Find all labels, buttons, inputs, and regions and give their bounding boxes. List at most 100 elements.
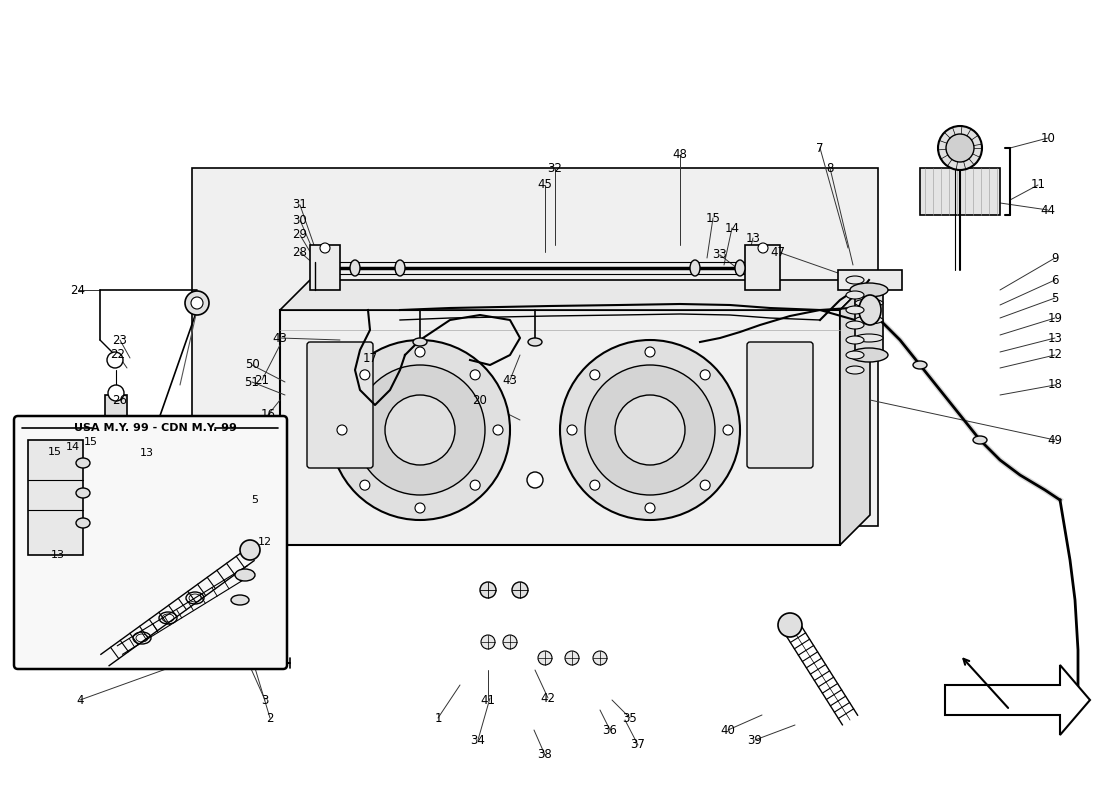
- Circle shape: [585, 365, 715, 495]
- Bar: [104, 455, 126, 485]
- Ellipse shape: [231, 595, 249, 605]
- Text: 15: 15: [705, 211, 720, 225]
- FancyBboxPatch shape: [14, 416, 287, 669]
- Circle shape: [107, 352, 123, 368]
- Circle shape: [615, 395, 685, 465]
- Text: 28: 28: [293, 246, 307, 258]
- Text: 41: 41: [481, 694, 495, 706]
- Text: 51: 51: [244, 375, 260, 389]
- Ellipse shape: [846, 351, 864, 359]
- Text: 34: 34: [471, 734, 485, 746]
- Circle shape: [108, 445, 124, 461]
- Text: eurospartes: eurospartes: [296, 216, 484, 244]
- Text: 32: 32: [548, 162, 562, 174]
- Polygon shape: [838, 270, 902, 290]
- Ellipse shape: [974, 436, 987, 444]
- Text: 48: 48: [672, 149, 688, 162]
- Text: 12: 12: [257, 537, 272, 547]
- Text: 39: 39: [748, 734, 762, 746]
- Text: 20: 20: [473, 394, 487, 406]
- Text: 27: 27: [60, 438, 76, 451]
- Circle shape: [207, 617, 223, 633]
- Text: 29: 29: [293, 229, 308, 242]
- Text: 13: 13: [140, 448, 154, 458]
- Circle shape: [645, 347, 654, 357]
- Ellipse shape: [913, 361, 927, 369]
- Text: 19: 19: [1047, 311, 1063, 325]
- Text: 35: 35: [623, 711, 637, 725]
- Text: 46: 46: [263, 434, 277, 446]
- Circle shape: [470, 480, 481, 490]
- Ellipse shape: [395, 260, 405, 276]
- Circle shape: [512, 582, 528, 598]
- Circle shape: [566, 425, 578, 435]
- Circle shape: [330, 340, 510, 520]
- Text: 26: 26: [112, 394, 128, 406]
- Circle shape: [758, 243, 768, 253]
- Text: 7: 7: [816, 142, 824, 154]
- Bar: [28, 440, 82, 555]
- Circle shape: [538, 651, 552, 665]
- Ellipse shape: [76, 458, 90, 468]
- Ellipse shape: [846, 276, 864, 284]
- Circle shape: [191, 297, 204, 309]
- Polygon shape: [945, 665, 1090, 735]
- Text: 47: 47: [770, 246, 785, 258]
- Circle shape: [320, 243, 330, 253]
- Text: 42: 42: [540, 691, 556, 705]
- Circle shape: [240, 540, 260, 560]
- Circle shape: [645, 503, 654, 513]
- Circle shape: [503, 635, 517, 649]
- Text: 50: 50: [244, 358, 260, 371]
- Text: 13: 13: [51, 550, 65, 560]
- Circle shape: [385, 395, 455, 465]
- Text: 24: 24: [70, 283, 86, 297]
- Circle shape: [238, 620, 278, 660]
- Text: 30: 30: [293, 214, 307, 226]
- Text: 10: 10: [1041, 131, 1055, 145]
- Circle shape: [185, 291, 209, 315]
- Text: 6: 6: [1052, 274, 1058, 286]
- Text: 36: 36: [603, 723, 617, 737]
- Circle shape: [337, 425, 346, 435]
- Text: 38: 38: [538, 749, 552, 762]
- Text: 14: 14: [725, 222, 739, 234]
- Text: 18: 18: [1047, 378, 1063, 391]
- Text: 15: 15: [84, 437, 98, 447]
- Bar: [855, 290, 883, 355]
- Ellipse shape: [855, 334, 883, 342]
- Text: 2: 2: [266, 711, 274, 725]
- Circle shape: [415, 503, 425, 513]
- Bar: [200, 598, 230, 616]
- Ellipse shape: [859, 295, 881, 325]
- Text: 45: 45: [538, 178, 552, 191]
- Ellipse shape: [412, 338, 427, 346]
- Polygon shape: [745, 245, 780, 290]
- Text: 25: 25: [112, 414, 128, 426]
- Text: 22: 22: [110, 349, 125, 362]
- Text: 9: 9: [1052, 251, 1058, 265]
- Ellipse shape: [850, 348, 888, 362]
- Bar: [104, 395, 126, 430]
- Text: 17: 17: [363, 351, 377, 365]
- Circle shape: [946, 134, 974, 162]
- Circle shape: [938, 126, 982, 170]
- Circle shape: [480, 582, 496, 598]
- Polygon shape: [280, 280, 870, 310]
- Ellipse shape: [850, 283, 888, 297]
- Circle shape: [197, 607, 233, 643]
- Polygon shape: [840, 280, 870, 545]
- Circle shape: [560, 340, 740, 520]
- Text: 37: 37: [630, 738, 646, 751]
- Circle shape: [593, 651, 607, 665]
- Circle shape: [108, 424, 124, 440]
- Circle shape: [565, 651, 579, 665]
- Text: 5: 5: [252, 495, 258, 505]
- Text: 5: 5: [1052, 291, 1058, 305]
- Circle shape: [778, 613, 802, 637]
- Text: eurospartes: eurospartes: [546, 376, 735, 404]
- Ellipse shape: [528, 338, 542, 346]
- Text: 13: 13: [746, 231, 760, 245]
- Circle shape: [355, 365, 485, 495]
- Text: USA M.Y. 99 - CDN M.Y. 99: USA M.Y. 99 - CDN M.Y. 99: [74, 423, 236, 433]
